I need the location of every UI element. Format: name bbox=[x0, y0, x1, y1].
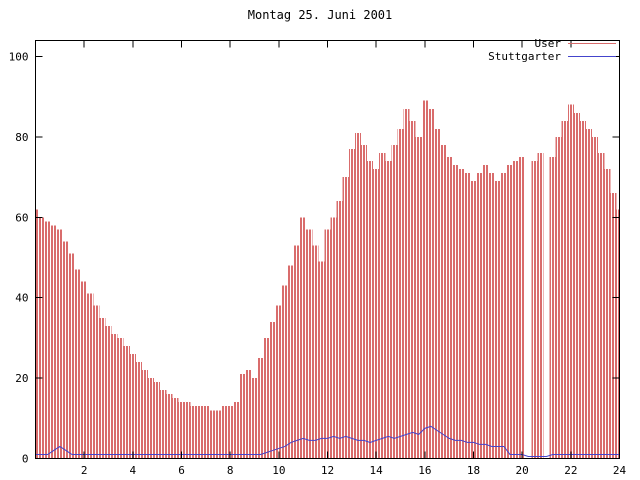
legend-label-stuttgarter: Stuttgarter bbox=[488, 50, 561, 63]
x-tick-label: 8 bbox=[227, 464, 234, 477]
x-tick-label: 6 bbox=[178, 464, 185, 477]
x-tick-label: 12 bbox=[321, 464, 334, 477]
x-tick-label: 4 bbox=[130, 464, 137, 477]
x-tick-label: 24 bbox=[613, 464, 627, 477]
legend-label-user: User bbox=[535, 37, 562, 50]
x-tick-label: 20 bbox=[516, 464, 529, 477]
series-user-impulses bbox=[35, 100, 620, 459]
x-tick-label: 2 bbox=[81, 464, 88, 477]
y-tick-label: 40 bbox=[15, 292, 28, 305]
y-tick-label: 60 bbox=[15, 211, 28, 224]
x-tick-label: 22 bbox=[564, 464, 577, 477]
y-tick-label: 0 bbox=[22, 453, 29, 466]
x-tick-label: 10 bbox=[272, 464, 285, 477]
y-tick-label: 20 bbox=[15, 372, 28, 385]
x-tick-label: 14 bbox=[370, 464, 384, 477]
plot-generated-content: 2 4 6 8 10 12 14 16 18 20 22 24020406080100UserStut… bbox=[9, 37, 627, 477]
chart-title: Montag 25. Juni 2001 bbox=[248, 8, 393, 22]
y-tick-label: 80 bbox=[15, 131, 28, 144]
x-tick-label: 16 bbox=[418, 464, 431, 477]
y-tick-label: 100 bbox=[9, 51, 29, 64]
x-tick-label: 18 bbox=[467, 464, 480, 477]
